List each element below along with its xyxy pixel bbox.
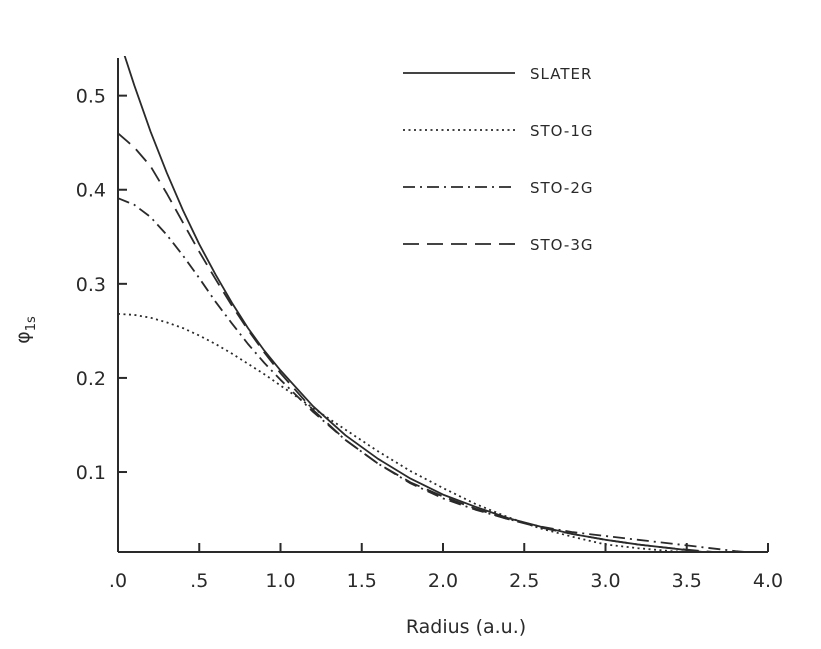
x-tick-label: 2.0 bbox=[428, 570, 458, 592]
y-tick-label: 0.5 bbox=[76, 86, 106, 108]
y-tick-label: 0.1 bbox=[76, 462, 106, 484]
x-tick-label: 3.0 bbox=[590, 570, 620, 592]
series-line-sto-1g bbox=[118, 313, 704, 552]
legend-label-sto-1g: STO-1G bbox=[530, 122, 594, 140]
y-ticks: 0.1 0.2 0.3 0.4 0.5 bbox=[76, 86, 127, 484]
y-tick-label: 0.2 bbox=[76, 368, 106, 390]
legend: SLATER STO-1G STO-2G STO-3G bbox=[403, 65, 594, 254]
x-axis-title: Radius (a.u.) bbox=[406, 616, 526, 638]
y-tick-label: 0.4 bbox=[76, 180, 106, 202]
legend-label-sto-2g: STO-2G bbox=[530, 179, 594, 197]
series-line-slater bbox=[123, 56, 719, 552]
legend-label-sto-3g: STO-3G bbox=[530, 236, 594, 254]
x-tick-label: 4.0 bbox=[753, 570, 783, 592]
legend-label-slater: SLATER bbox=[530, 65, 592, 83]
x-tick-label: 1.0 bbox=[265, 570, 295, 592]
svg-text:φ1s: φ1s bbox=[12, 316, 39, 344]
y-axis-title: φ1s bbox=[12, 316, 39, 344]
x-tick-label: .0 bbox=[109, 570, 127, 592]
y-axis-title-main: φ bbox=[12, 331, 34, 344]
x-ticks: .0 .5 1.0 1.5 2.0 2.5 3.0 3.5 4.0 bbox=[109, 543, 783, 592]
y-tick-label: 0.3 bbox=[76, 274, 106, 296]
x-tick-label: 2.5 bbox=[509, 570, 539, 592]
x-tick-label: 3.5 bbox=[672, 570, 702, 592]
plot-lines bbox=[118, 56, 757, 552]
y-axis-title-sub: 1s bbox=[24, 316, 39, 331]
x-tick-label: .5 bbox=[190, 570, 208, 592]
x-tick-label: 1.5 bbox=[347, 570, 377, 592]
